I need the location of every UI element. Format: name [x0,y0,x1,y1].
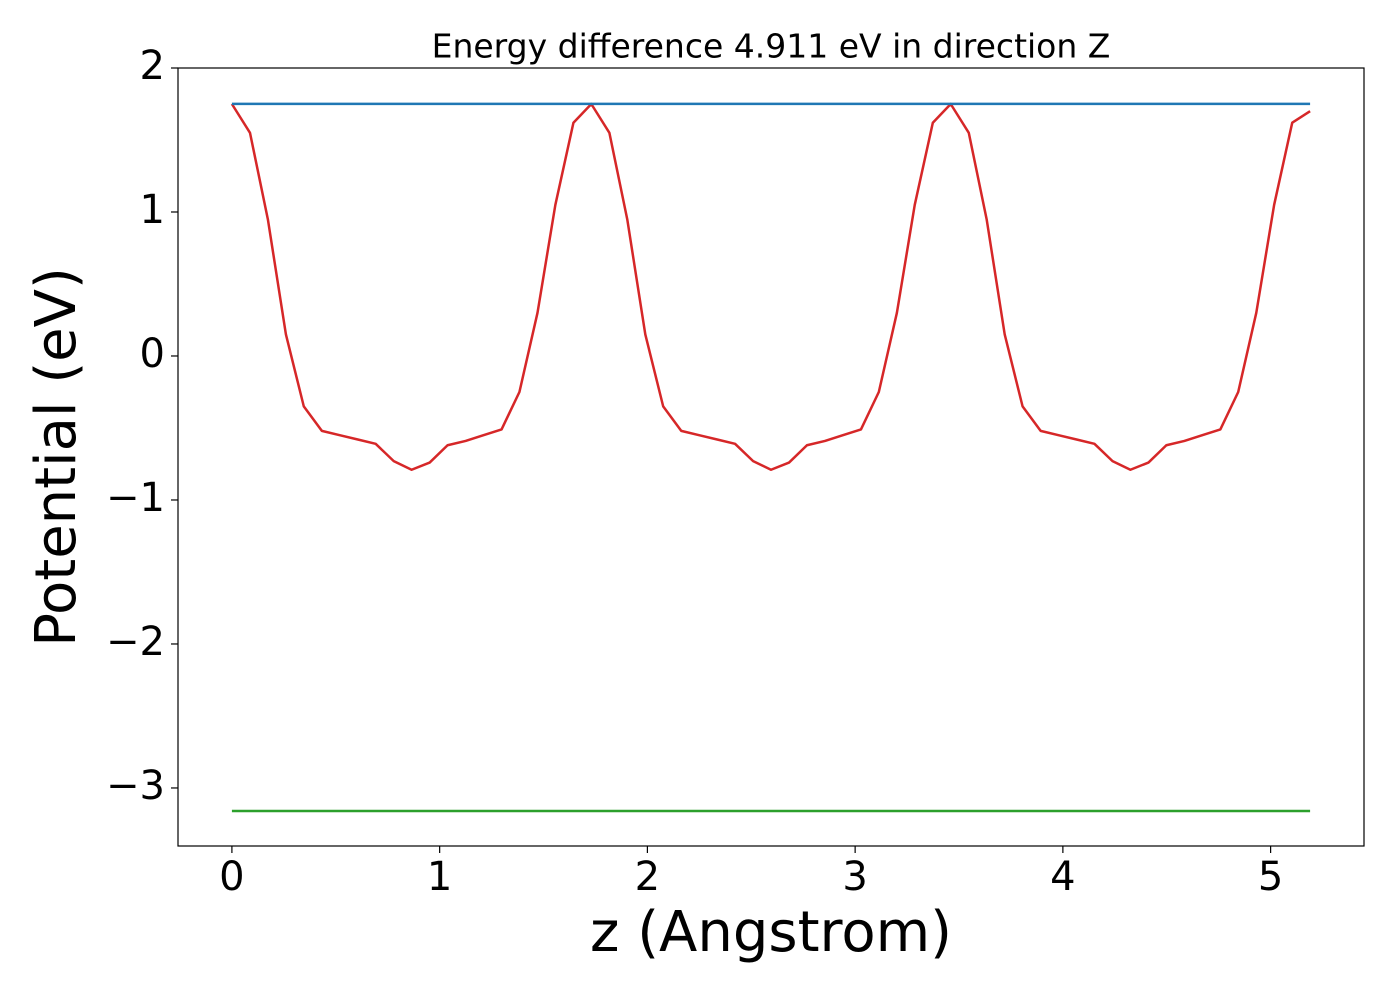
chart-title: Energy difference 4.911 eV in direction … [432,27,1111,66]
y-tick-label: 2 [140,43,165,89]
x-tick-label: 0 [219,854,244,900]
x-tick-label: 4 [1050,854,1075,900]
y-tick-label: −2 [106,619,165,665]
y-tick-label: −1 [106,475,165,521]
y-tick-label: 1 [140,187,165,233]
x-tick-label: 3 [842,854,867,900]
x-tick-label: 1 [427,854,452,900]
x-axis-label: z (Angstrom) [590,900,952,965]
series-line [230,102,1311,471]
x-tick-label: 5 [1258,854,1283,900]
x-tick-label: 2 [635,854,660,900]
y-axis-label: Potential (eV) [24,267,89,647]
y-tick-label: −3 [106,763,165,809]
y-tick-label: 0 [140,331,165,377]
plot-frame [177,67,1365,847]
